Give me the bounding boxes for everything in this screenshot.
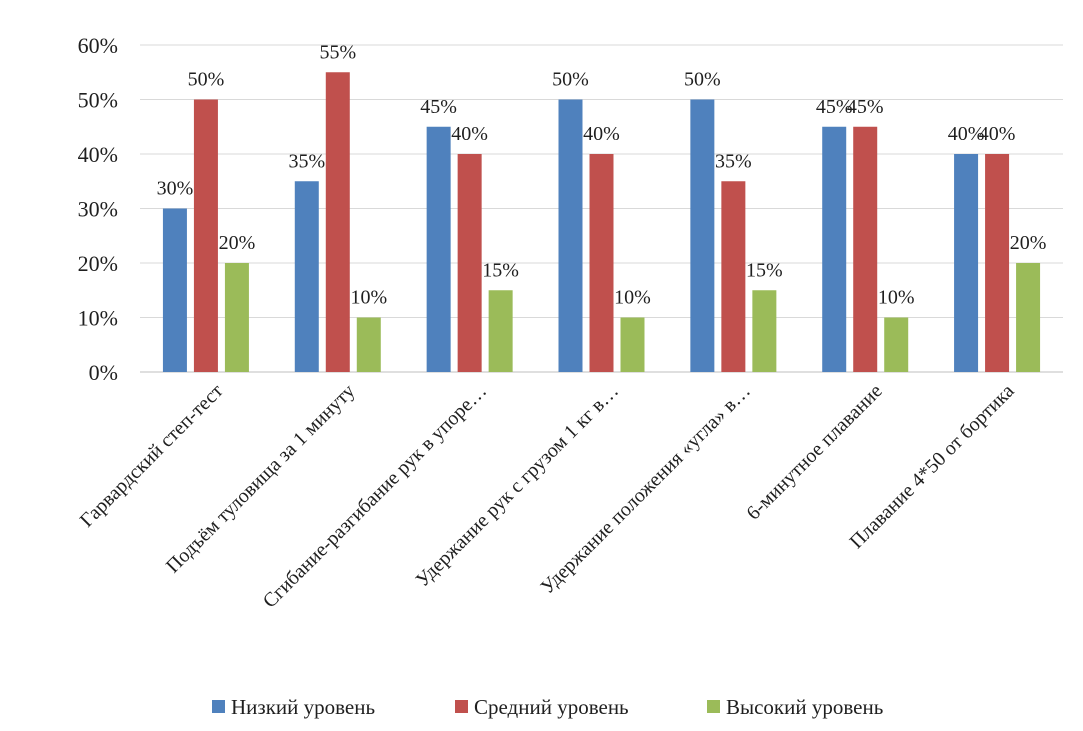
data-label: 35% [715, 150, 752, 172]
bar [589, 154, 614, 372]
category-label: 6-минутное плавание [742, 380, 886, 524]
data-label: 50% [552, 69, 589, 91]
bar [954, 154, 979, 372]
legend: Низкий уровень Средний уровень Высокий уро… [212, 695, 883, 719]
bar [853, 126, 878, 372]
y-tick-label: 20% [78, 251, 118, 276]
data-label: 40% [948, 123, 985, 145]
legend-label: Низкий уровень [231, 695, 375, 719]
data-label: 15% [482, 259, 519, 281]
bar [690, 99, 715, 372]
data-labels: 30% 50% 20% 35% 55% 10% 45% 40% 15% 50% 40% 10% 50% 3… [157, 41, 1047, 308]
y-tick-label: 60% [78, 33, 118, 58]
data-label: 20% [219, 232, 256, 254]
bar [162, 208, 187, 372]
bar [488, 290, 513, 372]
bars [162, 72, 1041, 372]
data-label: 55% [319, 41, 356, 63]
bar [193, 99, 218, 372]
data-label: 45% [847, 96, 884, 118]
data-label: 50% [188, 69, 225, 91]
bar [884, 317, 909, 372]
data-label: 50% [684, 69, 721, 91]
bar [620, 317, 645, 372]
data-label: 45% [420, 96, 457, 118]
bar [1016, 263, 1041, 372]
legend-swatch [212, 700, 225, 713]
data-label: 15% [746, 259, 783, 281]
y-tick-label: 30% [78, 197, 118, 222]
bar [457, 154, 482, 372]
bar [356, 317, 381, 372]
y-tick-label: 0% [89, 360, 118, 385]
legend-swatch [707, 700, 720, 713]
data-label: 10% [614, 287, 651, 309]
data-label: 30% [157, 178, 194, 200]
bar [325, 72, 350, 372]
bar [294, 181, 319, 372]
legend-swatch [455, 700, 468, 713]
category-label: Удержание положения «угла» в… [537, 380, 755, 598]
bar [822, 126, 847, 372]
legend-label: Высокий уровень [726, 695, 883, 719]
data-label: 40% [979, 123, 1016, 145]
legend-label: Средний уровень [474, 695, 629, 719]
data-label: 10% [878, 287, 915, 309]
bar [224, 263, 249, 372]
bar [752, 290, 777, 372]
bar [985, 154, 1010, 372]
data-label: 35% [288, 150, 325, 172]
data-label: 40% [583, 123, 620, 145]
y-axis-ticks: 0% 10% 20% 30% 40% 50% 60% [78, 33, 118, 385]
category-label: Гарвардский степ-тест [76, 380, 228, 532]
data-label: 45% [816, 96, 853, 118]
y-tick-label: 10% [78, 306, 118, 331]
category-label: Сгибание-разгибание рук в упоре… [259, 380, 491, 612]
data-label: 20% [1010, 232, 1047, 254]
data-label: 10% [350, 287, 387, 309]
y-tick-label: 40% [78, 142, 118, 167]
data-label: 40% [451, 123, 488, 145]
bar [426, 126, 451, 372]
y-tick-label: 50% [78, 88, 118, 113]
bar [721, 181, 746, 372]
bar [558, 99, 583, 372]
